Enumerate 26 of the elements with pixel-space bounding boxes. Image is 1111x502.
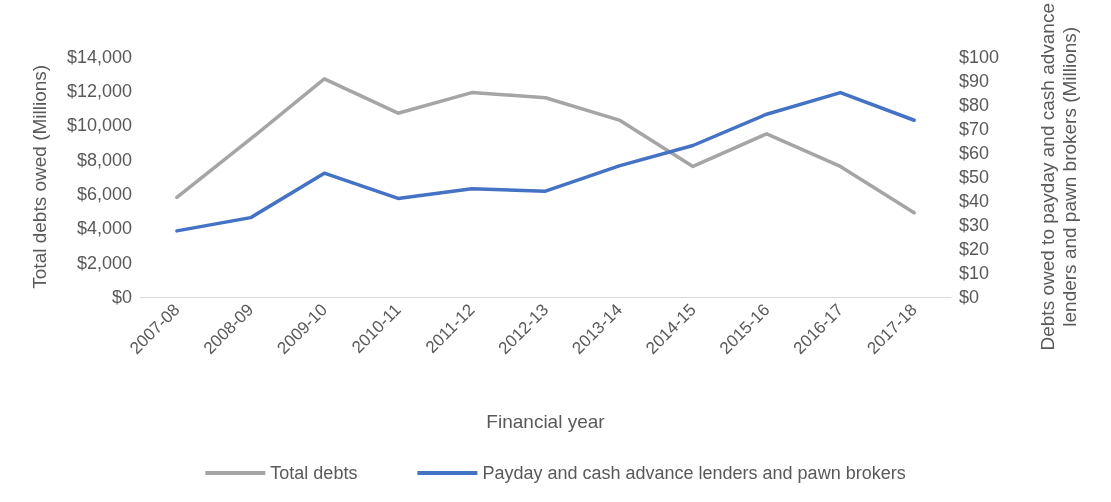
line-series [175, 90, 916, 233]
y2-tick-label: $80 [959, 94, 990, 115]
legend-label: Total debts [270, 463, 358, 483]
y-tick-label: $10,000 [66, 115, 132, 136]
y-tick-label: $6,000 [76, 183, 132, 204]
y-tick-label: $2,000 [76, 252, 132, 273]
y2-tick-label: $10 [959, 262, 990, 283]
y-axis-title: Total debts owed (Millions) [28, 64, 50, 289]
y-tick-label: $8,000 [76, 149, 132, 170]
y-tick-label: $14,000 [66, 46, 132, 67]
y2-tick-label: $90 [959, 70, 990, 91]
y2-tick-label: $100 [959, 46, 1000, 67]
y2-tick-label: $60 [959, 142, 990, 163]
x-axis-title: Financial year [486, 411, 606, 432]
line-series [175, 77, 916, 215]
y2-axis-title: Debts owed to payday and cash advance lenders and pawn brokers (Millions) [1036, 3, 1080, 351]
y2-tick-label: $40 [959, 190, 990, 211]
y2-tick-label: $50 [959, 166, 990, 187]
y-tick-label: $12,000 [66, 80, 132, 101]
y-tick-label: $4,000 [76, 218, 132, 239]
y2-tick-label: $20 [959, 238, 990, 259]
y-tick-label: $0 [111, 287, 132, 307]
y2-tick-label: $70 [959, 118, 990, 139]
legend-label: Payday and cash advance lenders and pawn brokers [482, 463, 906, 483]
y2-tick-label: $30 [959, 214, 990, 235]
y2-tick-label: $0 [959, 287, 980, 307]
